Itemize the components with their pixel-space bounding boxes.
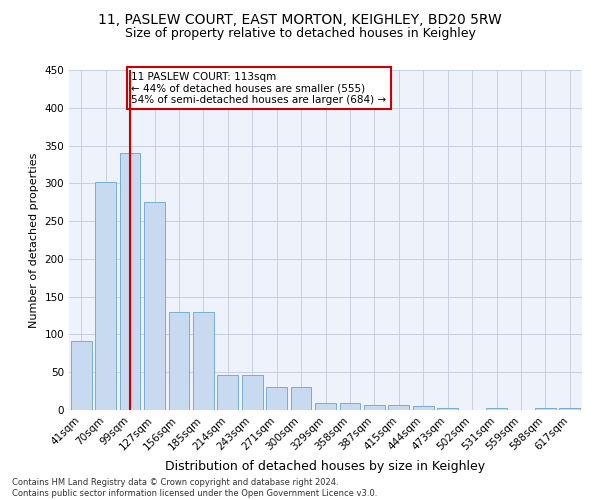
Bar bbox=[388, 404, 409, 410]
Bar bbox=[217, 375, 238, 410]
Bar bbox=[242, 375, 263, 410]
Bar bbox=[290, 388, 311, 410]
Text: 11, PASLEW COURT, EAST MORTON, KEIGHLEY, BD20 5RW: 11, PASLEW COURT, EAST MORTON, KEIGHLEY,… bbox=[98, 12, 502, 26]
Bar bbox=[119, 153, 140, 410]
Bar bbox=[315, 403, 336, 410]
Bar bbox=[486, 408, 507, 410]
X-axis label: Distribution of detached houses by size in Keighley: Distribution of detached houses by size … bbox=[166, 460, 485, 473]
Bar bbox=[364, 404, 385, 410]
Text: Size of property relative to detached houses in Keighley: Size of property relative to detached ho… bbox=[125, 28, 475, 40]
Bar bbox=[193, 312, 214, 410]
Y-axis label: Number of detached properties: Number of detached properties bbox=[29, 152, 39, 328]
Bar bbox=[144, 202, 165, 410]
Bar bbox=[413, 406, 434, 410]
Bar bbox=[266, 388, 287, 410]
Bar bbox=[340, 403, 361, 410]
Bar bbox=[71, 341, 92, 410]
Text: 11 PASLEW COURT: 113sqm
← 44% of detached houses are smaller (555)
54% of semi-d: 11 PASLEW COURT: 113sqm ← 44% of detache… bbox=[131, 72, 386, 104]
Bar bbox=[535, 408, 556, 410]
Text: Contains HM Land Registry data © Crown copyright and database right 2024.
Contai: Contains HM Land Registry data © Crown c… bbox=[12, 478, 377, 498]
Bar bbox=[559, 408, 580, 410]
Bar bbox=[437, 408, 458, 410]
Bar bbox=[169, 312, 190, 410]
Bar bbox=[95, 182, 116, 410]
